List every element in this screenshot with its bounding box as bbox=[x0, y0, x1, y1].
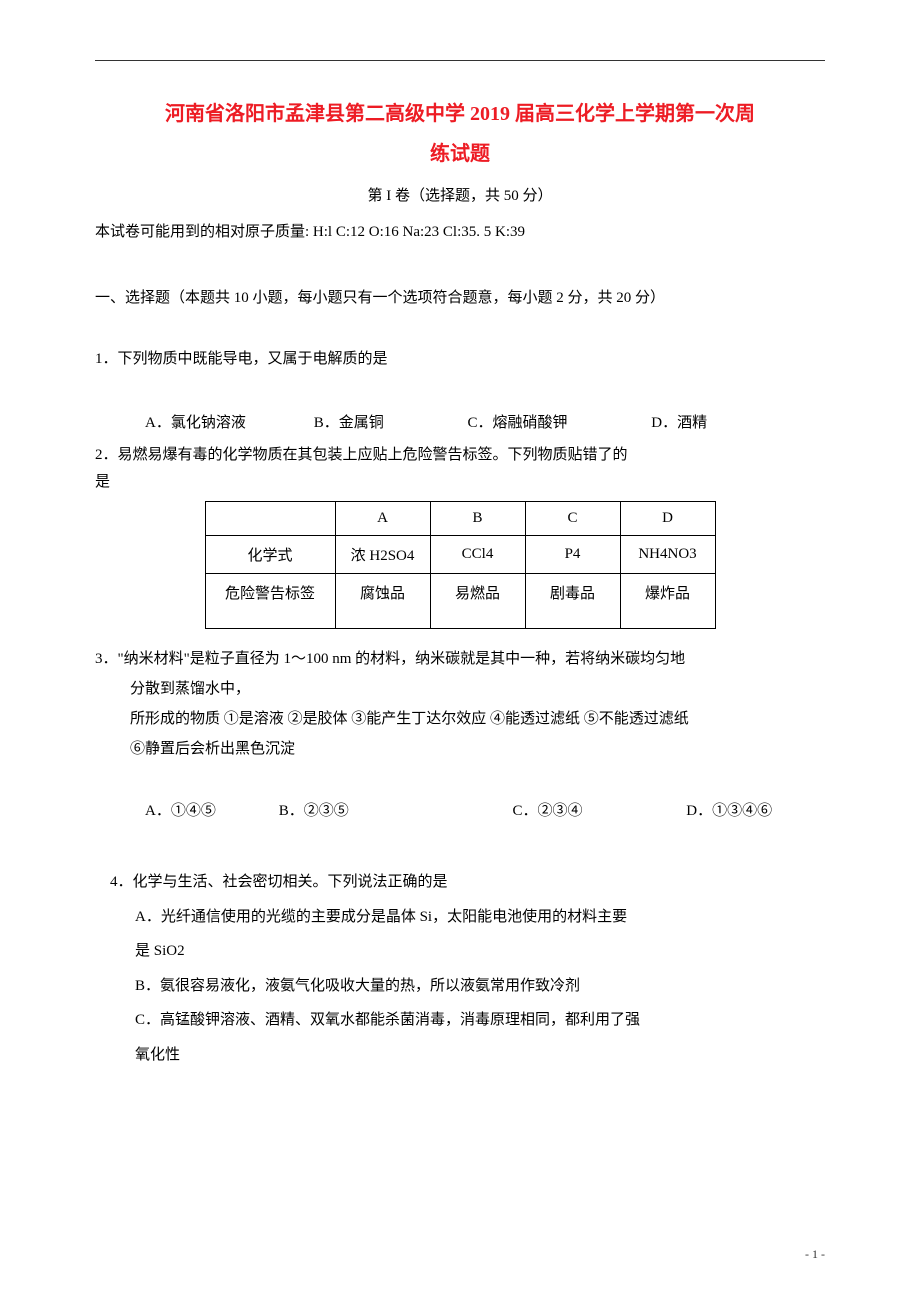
q4-option-a-line1: A．光纤通信使用的光缆的主要成分是晶体 Si，太阳能电池使用的材料主要 bbox=[110, 900, 825, 935]
table-cell: B bbox=[430, 502, 525, 536]
page-number: - 1 - bbox=[805, 1247, 825, 1262]
q3-option-c: C．②③④ bbox=[513, 799, 683, 820]
document-title-line2: 练试题 bbox=[95, 137, 825, 166]
question-2-text: 2．易燃易爆有毒的化学物质在其包装上应贴上危险警告标签。下列物质贴错了的 是 bbox=[95, 442, 825, 496]
q1-option-b: B．金属铜 bbox=[314, 411, 464, 432]
question-4-block: 4．化学与生活、社会密切相关。下列说法正确的是 A．光纤通信使用的光缆的主要成分… bbox=[95, 865, 825, 1072]
question-3-text: 3．"纳米材料"是粒子直径为 1～100 nm 的材料，纳米碳就是其中一种，若将… bbox=[95, 644, 825, 764]
q3-option-d: D．①③④⑥ bbox=[686, 799, 772, 820]
table-row: A B C D bbox=[205, 502, 715, 536]
table-cell bbox=[205, 502, 335, 536]
table-cell: A bbox=[335, 502, 430, 536]
section-1-title: 一、选择题（本题共 10 小题，每小题只有一个选项符合题意，每小题 2 分，共 … bbox=[95, 286, 825, 307]
q2-table-wrapper: A B C D 化学式 浓 H2SO4 CCl4 P4 NH4NO3 危险警告标… bbox=[95, 501, 825, 629]
table-cell: CCl4 bbox=[430, 536, 525, 574]
q4-text: 4．化学与生活、社会密切相关。下列说法正确的是 bbox=[110, 865, 825, 900]
table-cell: 剧毒品 bbox=[525, 574, 620, 629]
table-cell: 化学式 bbox=[205, 536, 335, 574]
q2-table: A B C D 化学式 浓 H2SO4 CCl4 P4 NH4NO3 危险警告标… bbox=[205, 501, 716, 629]
header-divider bbox=[95, 60, 825, 61]
q1-option-d: D．酒精 bbox=[651, 411, 707, 432]
q4-option-b: B．氨很容易液化，液氨气化吸收大量的热，所以液氨常用作致冷剂 bbox=[110, 969, 825, 1004]
q1-option-c: C．熔融硝酸钾 bbox=[468, 411, 648, 432]
table-cell: C bbox=[525, 502, 620, 536]
q3-option-a: A．①④⑤ bbox=[145, 799, 275, 820]
q2-line2: 是 bbox=[95, 474, 110, 490]
q1-option-a: A．氯化钠溶液 bbox=[145, 411, 310, 432]
q3-line4: ⑥静置后会析出黑色沉淀 bbox=[95, 734, 825, 764]
table-cell: 爆炸品 bbox=[620, 574, 715, 629]
table-cell: 危险警告标签 bbox=[205, 574, 335, 629]
table-cell: NH4NO3 bbox=[620, 536, 715, 574]
paper-section-header: 第 I 卷（选择题，共 50 分） bbox=[95, 184, 825, 205]
q4-option-c-line1: C．高锰酸钾溶液、酒精、双氧水都能杀菌消毒，消毒原理相同，都利用了强 bbox=[110, 1003, 825, 1038]
q4-option-c-line2: 氧化性 bbox=[110, 1038, 825, 1073]
document-title-line1: 河南省洛阳市孟津县第二高级中学 2019 届高三化学上学期第一次周 bbox=[95, 96, 825, 132]
q3-line2: 分散到蒸馏水中， bbox=[95, 674, 825, 704]
table-row: 危险警告标签 腐蚀品 易燃品 剧毒品 爆炸品 bbox=[205, 574, 715, 629]
table-cell: 腐蚀品 bbox=[335, 574, 430, 629]
question-3-options: A．①④⑤ B．②③⑤ C．②③④ D．①③④⑥ bbox=[95, 799, 825, 820]
table-row: 化学式 浓 H2SO4 CCl4 P4 NH4NO3 bbox=[205, 536, 715, 574]
q2-line1: 2．易燃易爆有毒的化学物质在其包装上应贴上危险警告标签。下列物质贴错了的 bbox=[95, 447, 628, 463]
q3-line1: 3．"纳米材料"是粒子直径为 1～100 nm 的材料，纳米碳就是其中一种，若将… bbox=[95, 644, 825, 674]
table-cell: 易燃品 bbox=[430, 574, 525, 629]
question-1-options: A．氯化钠溶液 B．金属铜 C．熔融硝酸钾 D．酒精 bbox=[95, 411, 825, 432]
q4-option-a-line2: 是 SiO2 bbox=[110, 934, 825, 969]
q3-option-b: B．②③⑤ bbox=[279, 799, 509, 820]
q3-line3: 所形成的物质 ①是溶液 ②是胶体 ③能产生丁达尔效应 ④能透过滤纸 ⑤不能透过滤… bbox=[95, 704, 825, 734]
table-cell: D bbox=[620, 502, 715, 536]
table-cell: P4 bbox=[525, 536, 620, 574]
atomic-mass-info: 本试卷可能用到的相对原子质量: H:l C:12 O:16 Na:23 Cl:3… bbox=[95, 220, 825, 241]
table-cell: 浓 H2SO4 bbox=[335, 536, 430, 574]
question-1-text: 1．下列物质中既能导电，又属于电解质的是 bbox=[95, 347, 825, 371]
